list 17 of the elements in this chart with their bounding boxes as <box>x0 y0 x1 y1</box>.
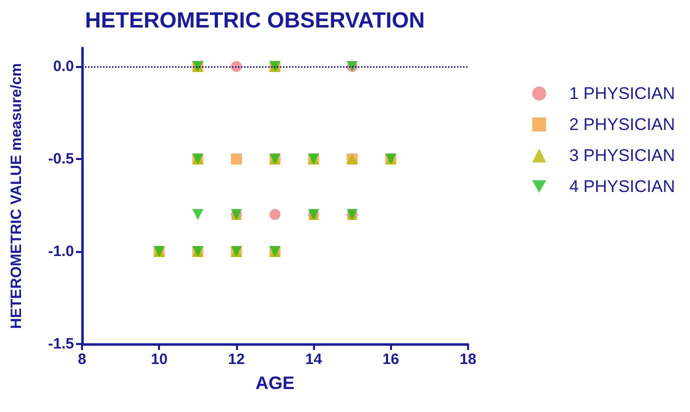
y-tick-label: -1.0 <box>48 243 74 260</box>
y-tick-label: -0.5 <box>48 150 74 168</box>
x-axis-title: AGE <box>255 373 295 393</box>
y-tick-label: -1.5 <box>48 336 74 352</box>
x-tick-label: 18 <box>460 351 476 368</box>
legend-label: 1 PHYSICIAN <box>569 84 675 103</box>
legend-label: 4 PHYSICIAN <box>569 177 675 196</box>
x-tick-label: 16 <box>382 351 400 368</box>
legend-label: 2 PHYSICIAN <box>569 115 675 134</box>
x-tick-label: 10 <box>150 351 168 368</box>
legend-label: 3 PHYSICIAN <box>569 146 675 165</box>
y-axis-title: HETEROMETRIC VALUE measure/cm <box>8 63 25 329</box>
x-tick-label: 14 <box>305 351 323 368</box>
x-tick-label: 8 <box>78 351 86 368</box>
chart-title: HETEROMETRIC OBSERVATION <box>85 8 425 32</box>
x-tick-label: 12 <box>228 351 245 368</box>
y-tick-label: 0.0 <box>53 58 74 75</box>
